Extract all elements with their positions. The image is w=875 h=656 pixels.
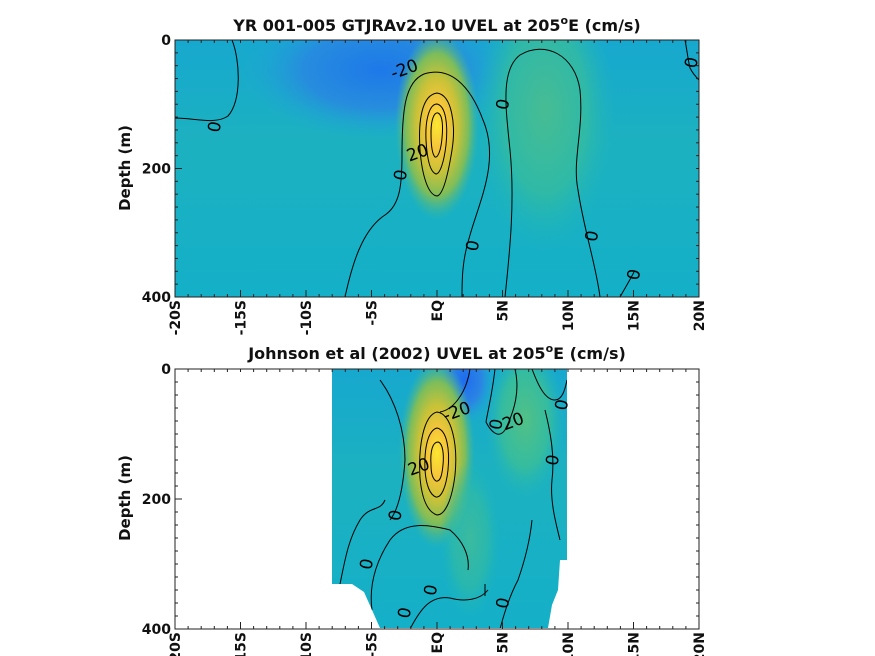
y-tick-label: 0 [161,33,171,49]
contour-label: 0 [391,168,413,182]
contour-label: 0 [552,398,574,412]
contour-label: 0 [204,120,226,134]
contour-line [544,409,561,541]
panel-2-x-ticks: -20S -15S -10S -5S EQ 5N 10N 15N 20N [168,622,708,656]
y-tick-label: 400 [142,290,171,306]
y-tick-label: 400 [142,622,171,638]
contour-label: 0 [582,229,604,243]
x-tick-label: 10N [561,300,577,331]
contour-label: 0 [486,417,508,431]
contour-line [499,519,533,628]
x-tick-label: -15S [234,300,250,335]
contour-label: 0 [421,583,443,597]
panel-2-deep-green [440,460,500,620]
y-tick-label: 0 [161,362,171,378]
x-tick-label: -5S [365,632,381,656]
contour-label: 0 [493,596,515,610]
panel-gtjra: YR 001-005 GTJRAv2.10 UVEL at 205oE (cm/… [116,14,708,335]
contour-line [485,369,518,435]
contour-line [619,271,635,297]
contour-line [409,589,489,628]
x-tick-label: EQ [430,632,446,654]
panel-1-y-ticks: 0 200 400 [142,33,182,306]
x-tick-label: -20S [168,632,184,656]
contour-line [430,112,443,158]
x-tick-label: 10N [561,632,577,656]
x-tick-label: 20N [692,632,708,656]
panel-1-title: YR 001-005 GTJRAv2.10 UVEL at 205oE (cm/… [232,14,641,35]
x-tick-label: -5S [365,300,381,326]
x-tick-label: EQ [430,300,446,322]
contour-label: 0 [463,239,485,253]
x-tick-label: 5N [496,300,512,321]
contour-line [430,441,444,482]
panel-1-field [175,40,699,297]
contour-line [531,369,567,401]
x-tick-label: 15N [627,300,643,331]
contour-line [419,411,457,516]
contour-line [684,40,699,81]
panel-2-y-ticks: 0 200 400 [142,362,182,638]
panel-2-title: Johnson et al (2002) UVEL at 205oE (cm/s… [247,342,626,363]
contour-line [439,369,471,413]
x-tick-label: -20S [168,300,184,335]
contour-label: 0 [681,56,703,70]
panel-2-ylabel: Depth (m) [116,455,134,541]
x-tick-label: -10S [299,300,315,335]
panel-2-contours [339,369,567,628]
y-tick-label: 200 [142,492,171,508]
panel-1-contours [175,40,699,297]
panel-1-x-ticks: -20S -15S -10S -5S EQ 5N 10N 15N 20N [168,290,708,335]
x-tick-label: 5N [496,632,512,653]
x-tick-label: -15S [234,632,250,656]
contour-line [339,499,386,585]
x-tick-label: 20N [692,300,708,331]
contour-label: 0 [542,453,564,467]
y-tick-label: 200 [142,162,171,178]
contour-line [175,40,239,122]
x-tick-label: 15N [627,632,643,656]
contour-label: 0 [624,268,646,282]
contour-line [344,71,491,297]
panel-1-eastward-jet [395,40,479,220]
panel-2-field [332,369,567,628]
contour-line [419,92,454,197]
contour-line [504,48,601,297]
panel-2-minor-ticks [174,368,700,630]
panel-johnson: Johnson et al (2002) UVEL at 205oE (cm/s… [116,342,708,656]
contour-line [379,379,406,521]
contour-label: 0 [385,508,407,522]
panel-2-countercurrent [485,369,565,500]
contour-line [370,525,469,611]
contour-line [425,103,448,175]
x-tick-label: -10S [299,632,315,656]
contour-label: 0 [394,606,416,620]
contour-label: 0 [356,557,378,571]
panel-1-ylabel: Depth (m) [116,125,134,211]
contour-line [424,427,450,498]
contour-label: 0 [493,97,515,111]
